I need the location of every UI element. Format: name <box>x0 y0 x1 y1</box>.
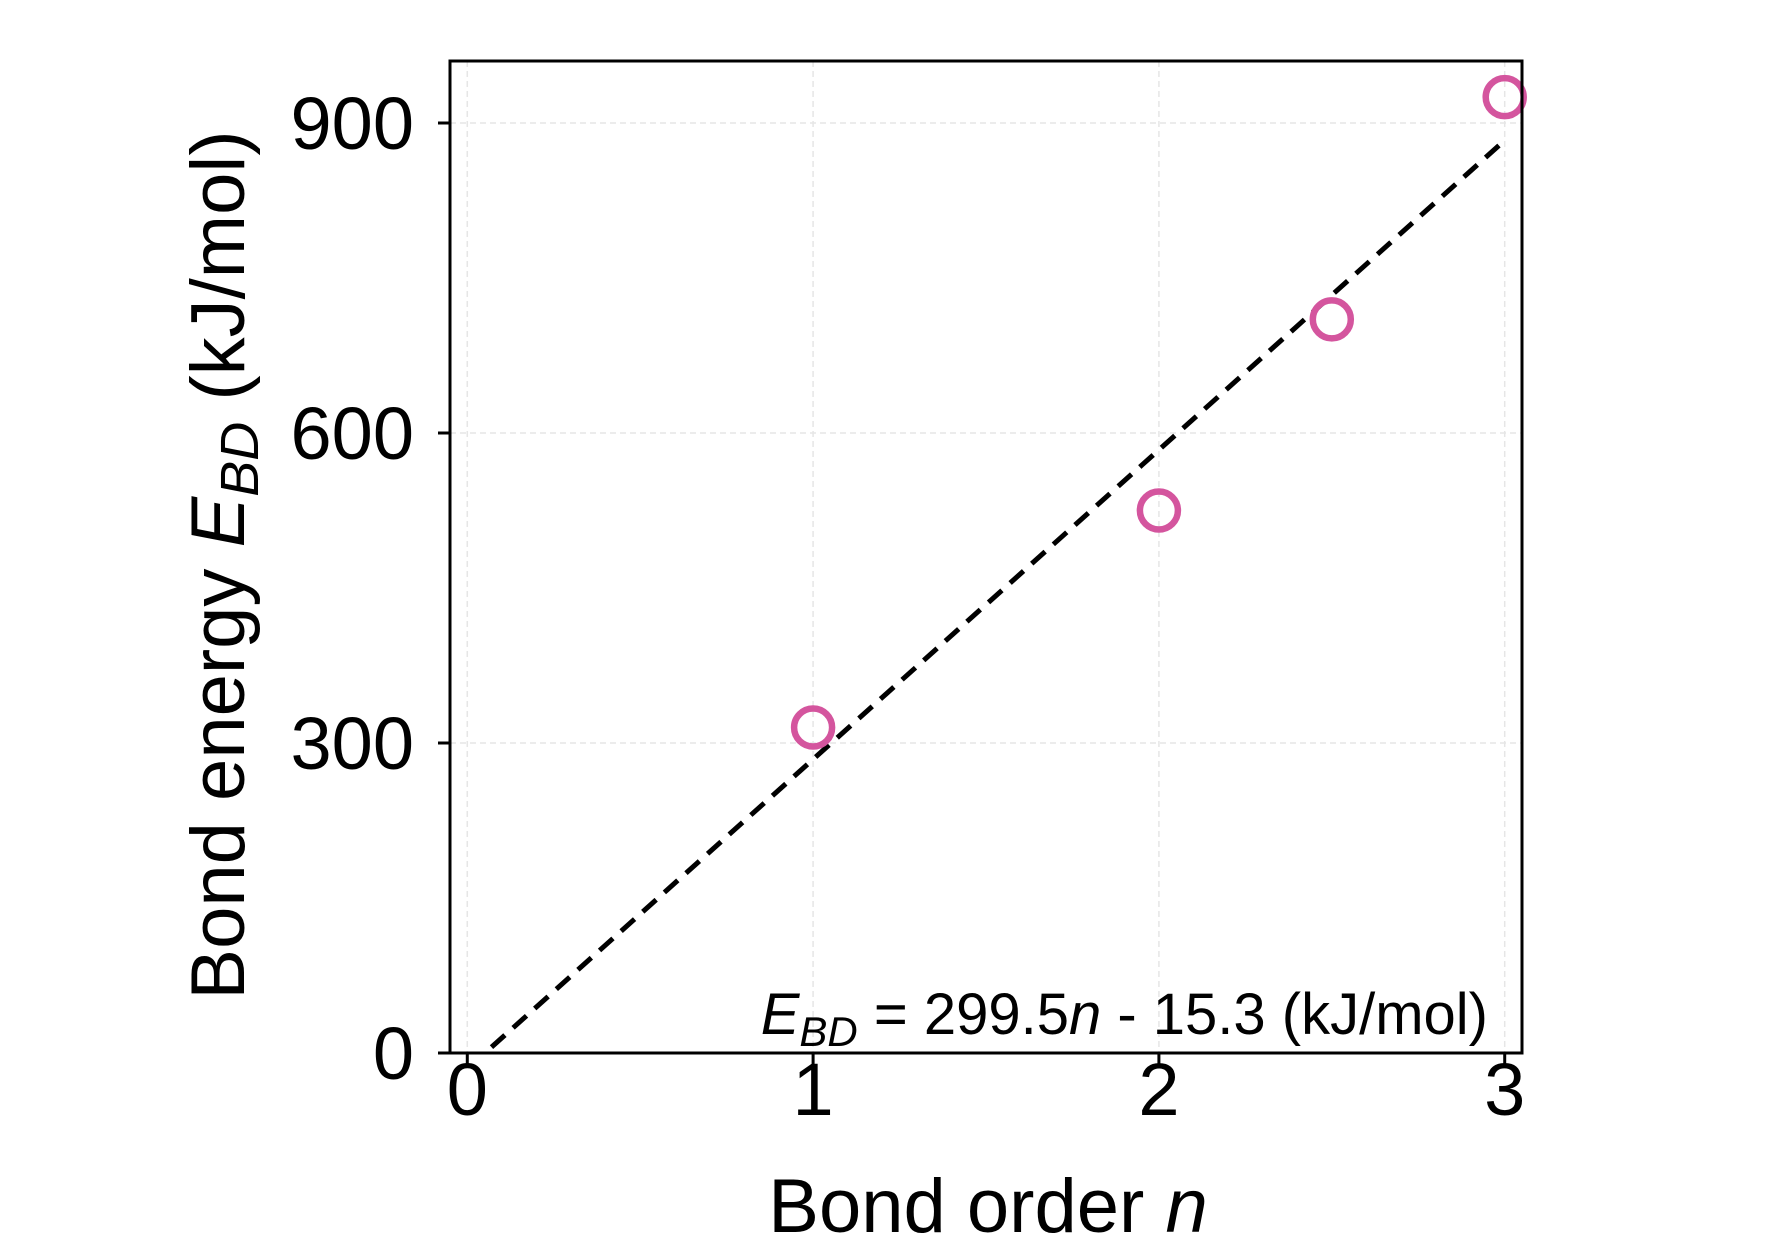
annotation-var: E <box>761 982 801 1047</box>
annotation-sub: BD <box>799 1008 857 1055</box>
y-axis-label-sub: BD <box>210 422 270 497</box>
x-tick-label: 1 <box>793 1048 834 1131</box>
annotation-eq: = 299.5 <box>858 982 1069 1047</box>
x-tick-label: 2 <box>1138 1048 1179 1131</box>
data-point <box>1136 488 1182 533</box>
y-tick-label: 900 <box>291 82 414 165</box>
y-axis-label-text: Bond energy <box>176 547 261 999</box>
y-tick-label: 0 <box>373 1012 414 1095</box>
annotation-rest: - 15.3 (kJ/mol) <box>1101 982 1488 1047</box>
data-point <box>790 705 836 750</box>
data-point <box>1482 74 1527 120</box>
y-axis-label: Bond energy EBD (kJ/mol) <box>176 130 270 999</box>
grid-lines <box>450 61 1522 1054</box>
x-axis-label-var: n <box>1165 1164 1207 1237</box>
x-axis-label-text: Bond order <box>768 1164 1165 1237</box>
x-axis-label: Bond order n <box>768 1164 1207 1237</box>
data-points <box>790 74 1527 750</box>
annotation-n: n <box>1069 982 1101 1047</box>
y-axis-label-var: E <box>176 495 261 547</box>
fit-line <box>489 138 1507 1050</box>
y-tick-label: 600 <box>291 392 414 475</box>
x-tick-label: 3 <box>1484 1048 1525 1131</box>
annotation: EBD = 299.5n - 15.3 (kJ/mol) <box>761 982 1488 1055</box>
y-tick-label: 300 <box>291 702 414 785</box>
plot-frame <box>448 59 1524 1055</box>
data-point <box>1309 297 1355 342</box>
y-axis-label-unit: (kJ/mol) <box>176 130 261 421</box>
axis-ticks: 0 1 2 3 0 300 600 900 <box>291 82 1526 1131</box>
x-tick-label: 0 <box>447 1048 488 1131</box>
